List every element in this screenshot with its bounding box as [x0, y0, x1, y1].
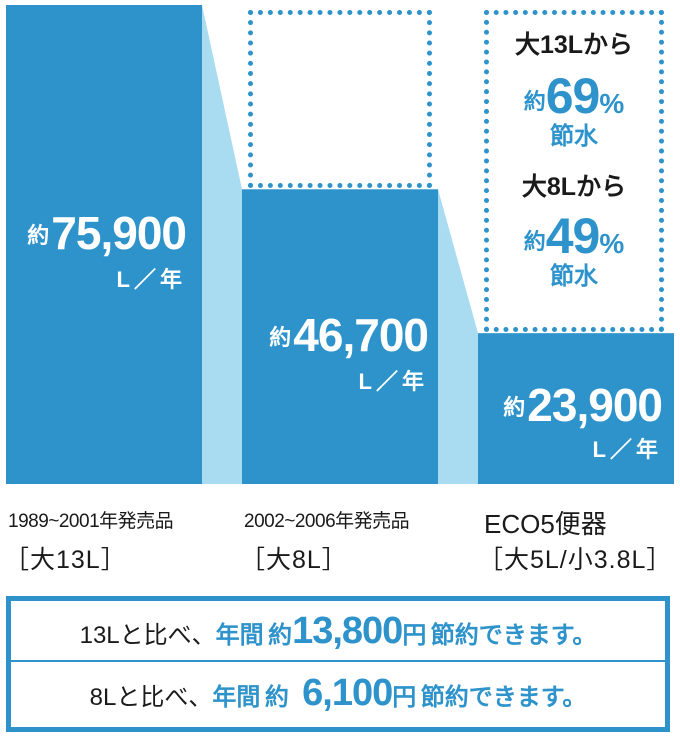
category-label: 2002~2006年発売品	[244, 511, 410, 532]
reduction-outline-bar2	[248, 10, 432, 188]
category-capacity: ［大13L］	[4, 546, 127, 574]
savings-from-label: 大8Lから	[521, 173, 627, 201]
bar-value-label: 約23,900	[503, 379, 663, 431]
summary-row: 13Lと比べ、年間 約13,800円 節約できます。	[79, 610, 597, 652]
savings-label: 節水	[550, 263, 598, 290]
bar-unit-label: L／年	[358, 369, 428, 394]
summary-box: 13Lと比べ、年間 約13,800円 節約できます。 8Lと比べ、年間 約 6,…	[6, 596, 670, 732]
bar-unit-label: L／年	[116, 267, 186, 292]
category-capacity: ［大5L/小3.8L］	[478, 546, 673, 574]
summary-divider	[11, 660, 665, 662]
bar-chart	[6, 5, 674, 485]
savings-percent: 約49%	[523, 208, 625, 264]
bar-value-label: 約46,700	[269, 309, 429, 361]
category-label: 1989~2001年発売品	[8, 511, 174, 532]
bar-unit-label: L／年	[592, 437, 662, 462]
summary-row: 8Lと比べ、年間 約 6,100円 節約できます。	[89, 672, 587, 714]
bar-connector	[202, 5, 242, 484]
savings-label: 節水	[550, 123, 598, 150]
category-capacity: ［大8L］	[240, 546, 348, 574]
bar	[6, 5, 202, 484]
bar-connector	[438, 189, 478, 485]
savings-from-label: 大13Lから	[514, 31, 634, 59]
bar	[242, 189, 438, 485]
category-label: ECO5便器	[484, 509, 607, 539]
bar	[478, 333, 674, 484]
savings-callout: 大13Lから 約69% 節水 大8Lから 約49% 節水	[484, 10, 664, 332]
bar-value-label: 約75,900	[27, 207, 187, 259]
savings-percent: 約69%	[523, 68, 625, 124]
